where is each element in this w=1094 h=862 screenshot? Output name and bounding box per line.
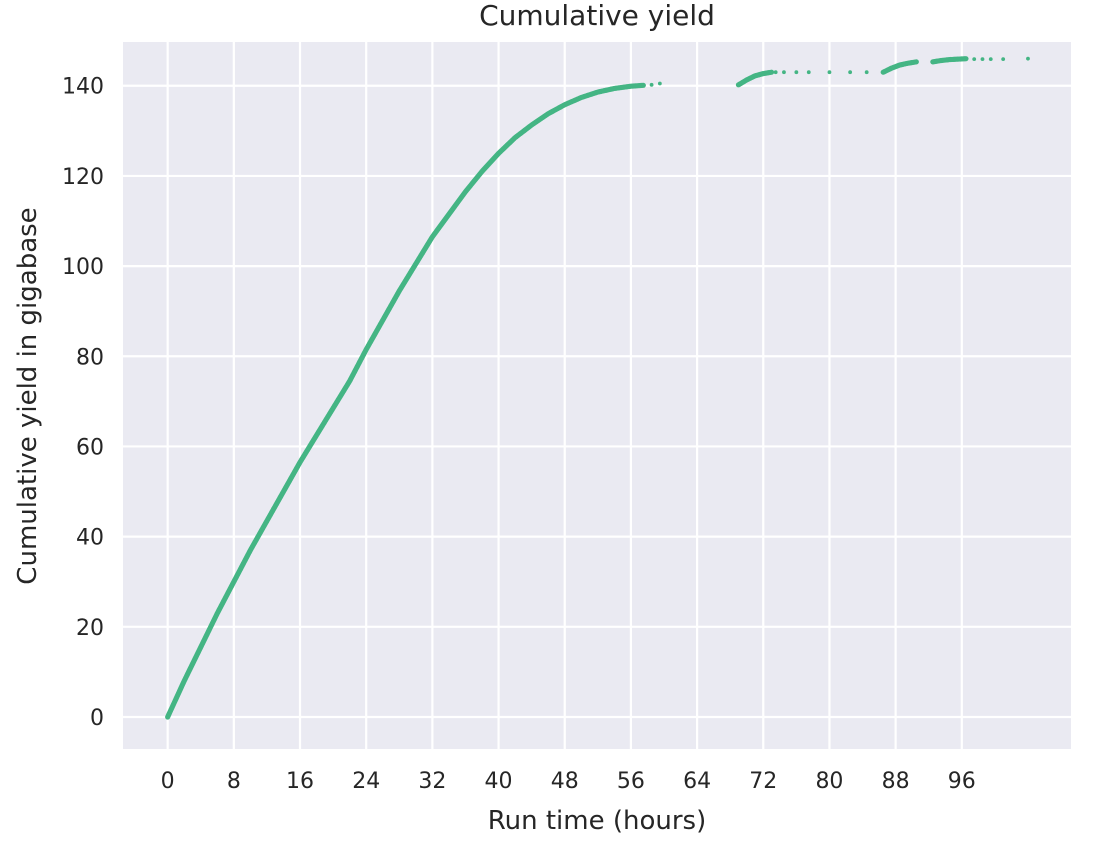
plot-area: [123, 42, 1071, 749]
scatter-point: [848, 70, 853, 75]
scatter-point: [640, 82, 646, 88]
x-tick-label: 24: [352, 769, 380, 794]
x-tick-labels: 0 8 16 24 32 40 48 56 64 72 80 88 96: [161, 769, 976, 794]
x-tick-label: 16: [286, 769, 314, 794]
chart-title: Cumulative yield: [479, 0, 715, 32]
y-tick-label: 20: [76, 616, 104, 641]
y-tick-label: 40: [76, 526, 104, 551]
x-tick-label: 56: [617, 769, 645, 794]
x-tick-label: 48: [551, 769, 579, 794]
scatter-point: [768, 69, 775, 75]
scatter-point: [988, 57, 993, 62]
scatter-point: [1001, 57, 1006, 62]
x-tick-label: 88: [882, 769, 910, 794]
y-tick-label: 60: [76, 435, 104, 460]
x-tick-label: 96: [948, 769, 976, 794]
scatter-point: [773, 70, 778, 75]
x-tick-label: 0: [161, 769, 175, 794]
x-tick-label: 64: [683, 769, 711, 794]
y-axis-label: Cumulative yield in gigabase: [13, 207, 43, 584]
x-tick-label: 72: [749, 769, 777, 794]
y-tick-label: 100: [62, 255, 104, 280]
x-tick-label: 8: [227, 769, 241, 794]
scatter-point: [649, 82, 654, 87]
scatter-point: [806, 70, 811, 75]
scatter-point: [963, 56, 969, 62]
y-tick-label: 0: [90, 706, 104, 731]
scatter-point: [972, 57, 977, 62]
scatter-point: [782, 70, 786, 75]
scatter-point: [1026, 56, 1030, 61]
scatter-point: [913, 59, 919, 65]
x-tick-label: 40: [485, 769, 513, 794]
scatter-point: [827, 70, 832, 75]
scatter-point: [657, 81, 662, 86]
y-tick-label: 80: [76, 345, 104, 370]
grid-lines: [123, 42, 1071, 749]
x-tick-label: 80: [815, 769, 843, 794]
scatter-point: [864, 70, 869, 75]
y-tick-labels: 0 20 40 60 80 100 120 140: [62, 75, 104, 731]
scatter-point: [794, 70, 799, 75]
x-tick-label: 32: [418, 769, 446, 794]
scatter-point: [980, 57, 985, 62]
data-points: [165, 56, 1030, 720]
y-tick-label: 140: [62, 75, 104, 100]
x-axis-label: Run time (hours): [488, 806, 707, 836]
y-tick-label: 120: [62, 165, 104, 190]
